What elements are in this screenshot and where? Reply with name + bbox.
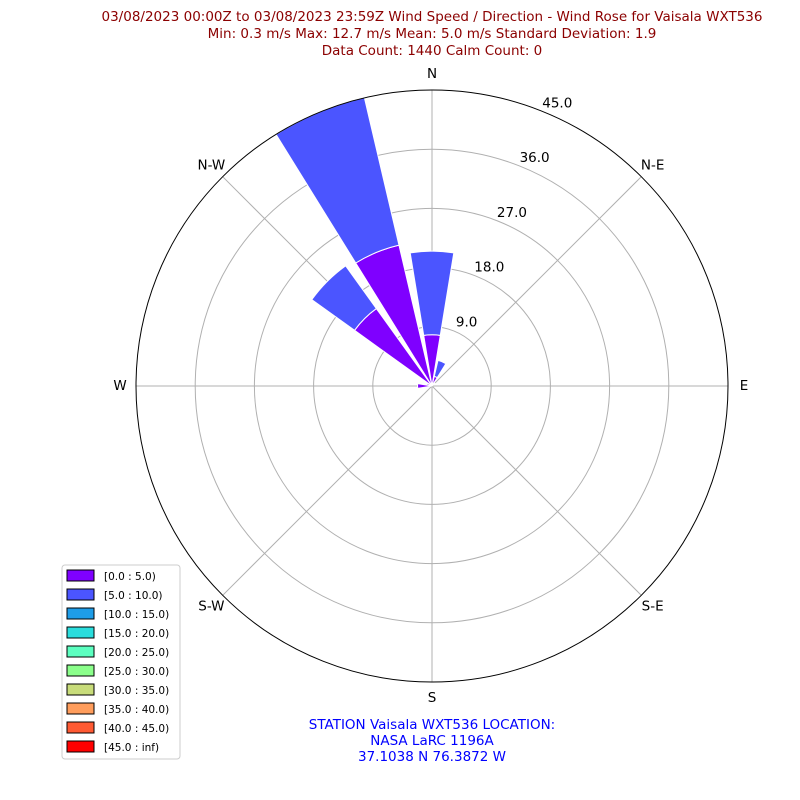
legend-label-9: [45.0 : inf): [104, 742, 159, 754]
direction-label-s-e: S-E: [642, 599, 664, 615]
legend-label-3: [15.0 : 20.0): [104, 628, 169, 640]
legend-swatch-1: [66, 588, 95, 601]
grid-spoke-3: [431, 385, 642, 596]
legend-label-6: [30.0 : 35.0): [104, 685, 169, 697]
direction-label-s: S: [428, 690, 437, 706]
legend: [0.0 : 5.0) [5.0 : 10.0) [10.0 : 15.0) [15.…: [61, 564, 181, 760]
legend-swatch-9: [66, 740, 95, 753]
legend-swatch-6: [66, 683, 95, 696]
chart-title: 03/08/2023 00:00Z to 03/08/2023 23:59Z W…: [102, 9, 763, 59]
radial-tick-labels: 9.0 18.0 27.0 36.0 45.0: [456, 96, 572, 331]
legend-label-0: [0.0 : 5.0): [104, 571, 156, 583]
bar-sector-3-bin-0: [417, 383, 433, 389]
legend-swatch-5: [66, 664, 95, 677]
bar-sector-0-bin-1: [409, 250, 455, 336]
direction-labels: N N-E E S-E S S-W W N-W: [113, 66, 748, 706]
direction-label-n-w: N-W: [197, 157, 225, 173]
wind-rose-bars: [275, 97, 455, 389]
legend-swatch-2: [66, 607, 95, 620]
legend-label-4: [20.0 : 25.0): [104, 647, 169, 659]
bar-sector-1-bin-1: [433, 359, 447, 379]
legend-label-1: [5.0 : 10.0): [104, 590, 162, 602]
legend-swatch-8: [66, 721, 95, 734]
direction-label-e: E: [740, 378, 749, 394]
station-line-1: STATION Vaisala WXT536 LOCATION:: [309, 717, 555, 733]
legend-swatch-7: [66, 702, 95, 715]
legend-swatch-4: [66, 645, 95, 658]
station-info: STATION Vaisala WXT536 LOCATION: NASA La…: [309, 717, 555, 765]
legend-label-7: [35.0 : 40.0): [104, 704, 169, 716]
legend-swatch-3: [66, 626, 95, 639]
direction-label-w: W: [113, 378, 126, 394]
station-line-2: NASA LaRC 1196A: [370, 733, 494, 749]
radial-tick-label: 18.0: [474, 260, 504, 276]
bar-sector-6-bin-1: [275, 97, 400, 264]
direction-label-n-e: N-E: [641, 157, 665, 173]
radial-tick-label: 27.0: [497, 205, 527, 221]
bar-sector-5-bin-1: [311, 265, 378, 332]
direction-label-s-w: S-W: [198, 599, 224, 615]
legend-label-8: [40.0 : 45.0): [104, 723, 169, 735]
station-line-3: 37.1038 N 76.3872 W: [358, 749, 506, 765]
polar-frame: [135, 89, 729, 683]
grid-spoke-5: [222, 385, 433, 596]
radial-tick-label: 9.0: [456, 314, 477, 330]
radial-tick-label: 45.0: [542, 96, 572, 112]
title-line-2: Min: 0.3 m/s Max: 12.7 m/s Mean: 5.0 m/s…: [208, 26, 657, 42]
legend-label-2: [10.0 : 15.0): [104, 609, 169, 621]
title-line-3: Data Count: 1440 Calm Count: 0: [322, 43, 543, 59]
radial-tick-label: 36.0: [520, 150, 550, 166]
legend-label-5: [25.0 : 30.0): [104, 666, 169, 678]
grid-spoke-1: [431, 176, 642, 387]
direction-label-n: N: [427, 66, 437, 82]
bar-sector-2-bin-0: [431, 382, 436, 387]
title-line-1: 03/08/2023 00:00Z to 03/08/2023 23:59Z W…: [102, 9, 763, 25]
legend-swatch-0: [66, 569, 95, 582]
